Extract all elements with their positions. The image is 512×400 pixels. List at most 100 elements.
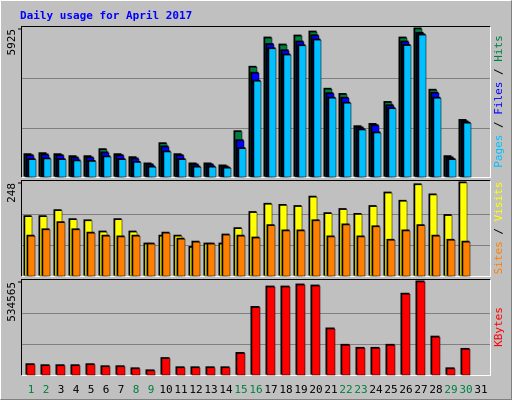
x-tick-label: 25 bbox=[384, 383, 397, 396]
bar bbox=[297, 230, 306, 277]
bar bbox=[133, 162, 142, 178]
x-tick-label: 14 bbox=[219, 383, 233, 396]
panel-bevel bbox=[21, 180, 491, 277]
bar bbox=[357, 236, 366, 277]
x-tick-label: 12 bbox=[189, 383, 202, 396]
bar bbox=[191, 367, 201, 376]
legend: Pages / Files / Hits bbox=[492, 35, 505, 168]
bar bbox=[313, 39, 322, 178]
x-tick-label: 24 bbox=[369, 383, 383, 396]
panel-bevel bbox=[21, 279, 491, 376]
bar bbox=[73, 160, 82, 178]
bar bbox=[387, 240, 396, 277]
bar bbox=[116, 366, 126, 376]
x-tick-label: 2 bbox=[43, 383, 50, 396]
x-tick-label: 4 bbox=[73, 383, 80, 396]
bar bbox=[311, 285, 321, 376]
legend-separator: / bbox=[492, 115, 505, 135]
bar bbox=[26, 364, 36, 376]
bar bbox=[461, 349, 471, 376]
x-tick-label: 13 bbox=[204, 383, 217, 396]
bar bbox=[296, 284, 306, 376]
legend-entry: Pages bbox=[492, 135, 505, 168]
bar bbox=[236, 353, 246, 376]
bar bbox=[462, 242, 471, 277]
bar bbox=[28, 159, 37, 178]
bar bbox=[372, 226, 381, 277]
bar bbox=[356, 348, 366, 376]
legend: KBytes bbox=[492, 307, 505, 347]
panel-bevel bbox=[21, 26, 491, 178]
bar bbox=[401, 294, 411, 376]
bar bbox=[56, 365, 66, 376]
bar bbox=[162, 233, 171, 277]
bar bbox=[417, 225, 426, 277]
x-tick-label: 22 bbox=[339, 383, 352, 396]
bar bbox=[447, 240, 456, 277]
bar bbox=[312, 220, 321, 277]
bar bbox=[146, 370, 156, 376]
x-tick-label: 15 bbox=[234, 383, 247, 396]
bar bbox=[208, 167, 217, 178]
x-tick-label: 8 bbox=[133, 383, 140, 396]
x-tick-label: 31 bbox=[474, 383, 487, 396]
x-tick-label: 1 bbox=[28, 383, 35, 396]
bar bbox=[86, 364, 96, 376]
bar bbox=[88, 161, 97, 178]
bar bbox=[266, 286, 276, 376]
bar bbox=[102, 236, 111, 277]
bar bbox=[207, 243, 216, 277]
x-tick-label: 5 bbox=[88, 383, 95, 396]
bar bbox=[431, 336, 441, 376]
bar bbox=[27, 236, 36, 277]
bar bbox=[192, 242, 201, 277]
panel-bevel bbox=[21, 279, 491, 376]
legend-separator: / bbox=[492, 62, 505, 82]
bar bbox=[386, 345, 396, 376]
bar bbox=[148, 167, 157, 178]
y-tick-label: 534565 bbox=[5, 282, 18, 322]
x-tick-label: 23 bbox=[354, 383, 367, 396]
legend-entry: Sites bbox=[492, 241, 505, 274]
bar bbox=[358, 129, 367, 178]
bar bbox=[328, 98, 337, 178]
y-tick-label: 5925 bbox=[5, 29, 18, 56]
x-tick-label: 17 bbox=[264, 383, 277, 396]
bar bbox=[251, 307, 261, 376]
x-tick-label: 26 bbox=[399, 383, 412, 396]
x-tick-label: 16 bbox=[249, 383, 262, 396]
bar bbox=[446, 368, 456, 376]
bar bbox=[193, 167, 202, 178]
legend-entry: Hits bbox=[492, 35, 505, 62]
bar bbox=[132, 236, 141, 277]
bar bbox=[343, 103, 352, 178]
bar bbox=[206, 367, 216, 376]
bar bbox=[326, 328, 336, 376]
bar bbox=[432, 236, 441, 277]
y-tick-label: 248 bbox=[5, 183, 18, 203]
x-tick-label: 6 bbox=[103, 383, 110, 396]
bar bbox=[373, 132, 382, 178]
bar bbox=[163, 151, 172, 178]
bar bbox=[57, 222, 66, 277]
bar bbox=[178, 159, 187, 178]
legend-entry: Visits bbox=[492, 182, 505, 222]
legend-entry: KBytes bbox=[492, 307, 505, 347]
bar bbox=[402, 230, 411, 277]
x-tick-label: 28 bbox=[429, 383, 442, 396]
legend-separator: / bbox=[492, 221, 505, 241]
x-tick-label: 29 bbox=[444, 383, 457, 396]
bar bbox=[41, 365, 51, 376]
bar bbox=[341, 345, 351, 376]
bar bbox=[117, 236, 126, 277]
legend: Sites / Visits bbox=[492, 182, 505, 275]
bar bbox=[418, 34, 427, 178]
bar bbox=[463, 123, 472, 178]
x-tick-label: 19 bbox=[294, 383, 307, 396]
x-tick-label: 11 bbox=[174, 383, 187, 396]
bar bbox=[118, 159, 127, 178]
x-tick-label: 3 bbox=[58, 383, 65, 396]
bar bbox=[267, 225, 276, 277]
bar bbox=[252, 237, 261, 277]
